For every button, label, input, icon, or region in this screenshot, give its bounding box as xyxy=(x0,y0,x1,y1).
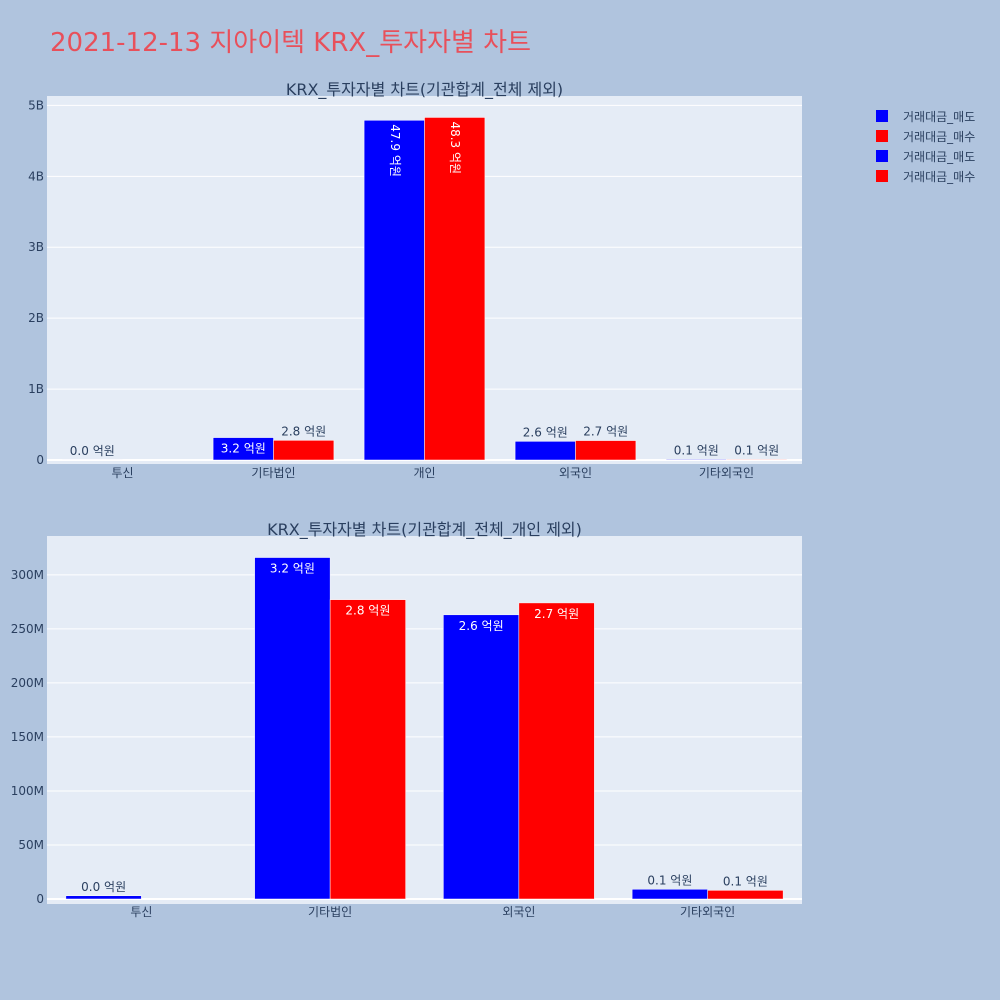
chart-title: KRX_투자자별 차트(기관합계_전체_개인 제외) xyxy=(267,520,582,540)
bar xyxy=(514,441,576,461)
data-label: 0.1 억원 xyxy=(723,874,768,888)
x-tick-label: 투신 xyxy=(111,466,133,480)
data-label: 2.7 억원 xyxy=(534,607,579,621)
legend-label: 거래대금_매수 xyxy=(903,129,976,144)
y-tick-label: 50M xyxy=(18,838,44,852)
y-tick-label: 250M xyxy=(11,622,44,636)
x-tick-label: 기타외국인 xyxy=(680,905,735,919)
data-label: 0.1 억원 xyxy=(674,443,719,457)
data-label: 2.8 억원 xyxy=(345,604,390,618)
data-label: 3.2 억원 xyxy=(221,442,266,456)
bar xyxy=(707,890,784,900)
legend-label: 거래대금_매도 xyxy=(903,149,976,164)
legend-item-sell[interactable]: 거래대금_매도 xyxy=(876,106,975,126)
x-tick-label: 기타법인 xyxy=(251,466,295,480)
legend-label: 거래대금_매도 xyxy=(903,109,976,124)
legend[interactable]: 거래대금_매도 거래대금_매수 거래대금_매도 거래대금_매수 xyxy=(876,106,975,186)
y-tick-label: 0 xyxy=(36,892,44,906)
y-tick-label: 150M xyxy=(11,730,44,744)
y-tick-label: 3B xyxy=(28,240,44,254)
plot-area xyxy=(47,536,802,904)
data-label: 0.0 억원 xyxy=(81,880,126,894)
chart-title: KRX_투자자별 차트(기관합계_전체 제외) xyxy=(286,80,563,100)
y-tick-label: 100M xyxy=(11,784,44,798)
y-tick-label: 1B xyxy=(28,382,44,396)
bar xyxy=(665,459,727,461)
y-tick-label: 2B xyxy=(28,311,44,325)
data-label: 0.1 억원 xyxy=(734,443,779,457)
legend-label: 거래대금_매수 xyxy=(903,169,976,184)
x-tick-label: 기타외국인 xyxy=(699,466,754,480)
bar xyxy=(329,599,406,900)
y-tick-label: 200M xyxy=(11,676,44,690)
x-tick-label: 기타법인 xyxy=(308,905,352,919)
bar xyxy=(254,557,331,900)
legend-swatch xyxy=(876,130,888,142)
x-tick-label: 외국인 xyxy=(502,905,535,919)
bar xyxy=(424,117,486,461)
bar xyxy=(726,459,788,461)
legend-item-buy-2[interactable]: 거래대금_매수 xyxy=(876,166,975,186)
bar xyxy=(65,895,142,900)
legend-swatch xyxy=(876,110,888,122)
bar xyxy=(575,440,637,461)
legend-swatch xyxy=(876,150,888,162)
bar xyxy=(273,440,335,461)
data-label: 3.2 억원 xyxy=(270,562,315,576)
x-tick-label: 개인 xyxy=(413,466,435,480)
bar xyxy=(363,120,425,461)
y-tick-label: 4B xyxy=(28,169,44,183)
bar xyxy=(518,602,595,900)
bar xyxy=(631,889,708,900)
data-label: 2.8 억원 xyxy=(281,424,326,438)
data-label: 0.0 억원 xyxy=(70,444,115,458)
bar xyxy=(443,614,520,900)
y-tick-label: 5B xyxy=(28,98,44,112)
legend-swatch xyxy=(876,170,888,182)
data-label: 0.1 억원 xyxy=(647,873,692,887)
page-title: 2021-12-13 지아이텍 KRX_투자자별 차트 xyxy=(50,28,532,58)
legend-item-sell-2[interactable]: 거래대금_매도 xyxy=(876,146,975,166)
data-label: 2.6 억원 xyxy=(459,619,504,633)
data-label: 48.3 억원 xyxy=(448,121,462,174)
data-label: 2.6 억원 xyxy=(523,425,568,439)
y-tick-label: 300M xyxy=(11,568,44,582)
x-tick-label: 외국인 xyxy=(559,466,592,480)
data-label: 47.9 억원 xyxy=(388,124,402,177)
legend-item-buy[interactable]: 거래대금_매수 xyxy=(876,126,975,146)
x-tick-label: 투신 xyxy=(130,905,152,919)
data-label: 2.7 억원 xyxy=(583,425,628,439)
y-tick-label: 0 xyxy=(36,453,44,467)
